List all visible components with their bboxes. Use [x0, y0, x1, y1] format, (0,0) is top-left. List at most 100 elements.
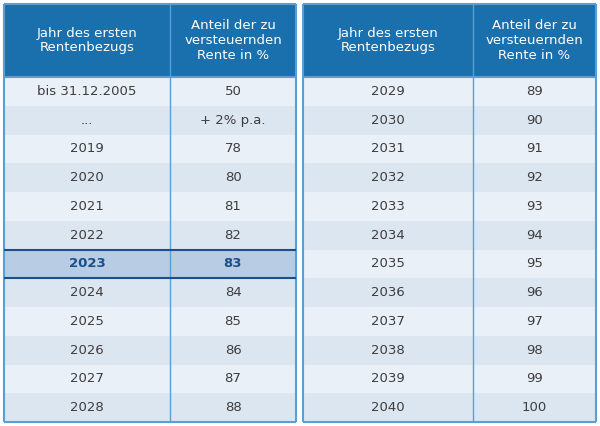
- Bar: [473, 77, 596, 106]
- Bar: [473, 278, 596, 307]
- Text: 2040: 2040: [371, 401, 405, 414]
- Text: 82: 82: [224, 229, 241, 242]
- Bar: [170, 278, 296, 307]
- Text: ...: ...: [81, 114, 93, 127]
- Text: 2039: 2039: [371, 372, 405, 386]
- Text: 80: 80: [224, 171, 241, 184]
- Text: 2032: 2032: [371, 171, 405, 184]
- Bar: [473, 192, 596, 221]
- Bar: [4, 250, 170, 278]
- Text: 99: 99: [526, 372, 543, 386]
- Bar: [473, 163, 596, 192]
- Text: 2022: 2022: [70, 229, 104, 242]
- Bar: [170, 250, 296, 278]
- Text: 2025: 2025: [70, 315, 104, 328]
- Bar: [473, 307, 596, 336]
- Bar: [170, 106, 296, 135]
- Bar: [170, 307, 296, 336]
- Text: 100: 100: [522, 401, 547, 414]
- Text: 96: 96: [526, 286, 543, 299]
- Text: 2024: 2024: [70, 286, 104, 299]
- Bar: [4, 135, 170, 163]
- Bar: [170, 336, 296, 365]
- Bar: [303, 336, 473, 365]
- Text: 78: 78: [224, 142, 241, 155]
- Text: 2035: 2035: [371, 257, 405, 271]
- Bar: [473, 336, 596, 365]
- Text: 2037: 2037: [371, 315, 405, 328]
- Text: 81: 81: [224, 200, 241, 213]
- Text: 2019: 2019: [70, 142, 104, 155]
- Bar: [303, 221, 473, 250]
- Bar: [170, 365, 296, 393]
- Bar: [303, 106, 473, 135]
- Bar: [303, 393, 473, 422]
- Bar: [303, 365, 473, 393]
- Text: Anteil der zu
versteuernden
Rente in %: Anteil der zu versteuernden Rente in %: [485, 19, 583, 62]
- Bar: [303, 278, 473, 307]
- Text: Jahr des ersten
Rentenbezugs: Jahr des ersten Rentenbezugs: [37, 26, 137, 55]
- Bar: [303, 77, 473, 106]
- Text: 2023: 2023: [68, 257, 106, 271]
- Text: 2029: 2029: [371, 85, 405, 98]
- Bar: [170, 4, 171, 77]
- Bar: [303, 192, 473, 221]
- Bar: [170, 163, 296, 192]
- Bar: [4, 393, 170, 422]
- Text: 2033: 2033: [371, 200, 405, 213]
- Text: 84: 84: [224, 286, 241, 299]
- Text: 85: 85: [224, 315, 241, 328]
- Bar: [170, 135, 296, 163]
- Text: 50: 50: [224, 85, 241, 98]
- Bar: [4, 365, 170, 393]
- Text: 2026: 2026: [70, 344, 104, 357]
- Text: 88: 88: [224, 401, 241, 414]
- Bar: [303, 163, 473, 192]
- Bar: [170, 393, 296, 422]
- Text: 91: 91: [526, 142, 543, 155]
- Text: 2034: 2034: [371, 229, 405, 242]
- Bar: [473, 393, 596, 422]
- Bar: [170, 77, 296, 106]
- Text: Jahr des ersten
Rentenbezugs: Jahr des ersten Rentenbezugs: [338, 26, 439, 55]
- Bar: [303, 135, 473, 163]
- Bar: [473, 4, 474, 77]
- Bar: [303, 307, 473, 336]
- Text: 94: 94: [526, 229, 543, 242]
- Text: 2038: 2038: [371, 344, 405, 357]
- Text: 2031: 2031: [371, 142, 405, 155]
- Bar: [4, 4, 296, 77]
- Text: 2028: 2028: [70, 401, 104, 414]
- Bar: [473, 365, 596, 393]
- Bar: [473, 106, 596, 135]
- Bar: [4, 336, 170, 365]
- Text: 89: 89: [526, 85, 543, 98]
- Text: 98: 98: [526, 344, 543, 357]
- Bar: [473, 250, 596, 278]
- Text: 92: 92: [526, 171, 543, 184]
- Bar: [4, 163, 170, 192]
- Bar: [4, 307, 170, 336]
- Bar: [303, 4, 596, 77]
- Text: 2021: 2021: [70, 200, 104, 213]
- Text: 2030: 2030: [371, 114, 405, 127]
- Text: 93: 93: [526, 200, 543, 213]
- Text: 2027: 2027: [70, 372, 104, 386]
- Bar: [4, 278, 170, 307]
- Text: Anteil der zu
versteuernden
Rente in %: Anteil der zu versteuernden Rente in %: [184, 19, 282, 62]
- Text: 87: 87: [224, 372, 241, 386]
- Bar: [303, 250, 473, 278]
- Text: 2036: 2036: [371, 286, 405, 299]
- Text: 90: 90: [526, 114, 543, 127]
- Bar: [170, 221, 296, 250]
- Text: + 2% p.a.: + 2% p.a.: [200, 114, 266, 127]
- Bar: [4, 192, 170, 221]
- Bar: [4, 221, 170, 250]
- Text: 83: 83: [224, 257, 242, 271]
- Bar: [170, 192, 296, 221]
- Text: 86: 86: [224, 344, 241, 357]
- Text: bis 31.12.2005: bis 31.12.2005: [37, 85, 137, 98]
- Bar: [473, 221, 596, 250]
- Bar: [4, 77, 170, 106]
- Bar: [4, 106, 170, 135]
